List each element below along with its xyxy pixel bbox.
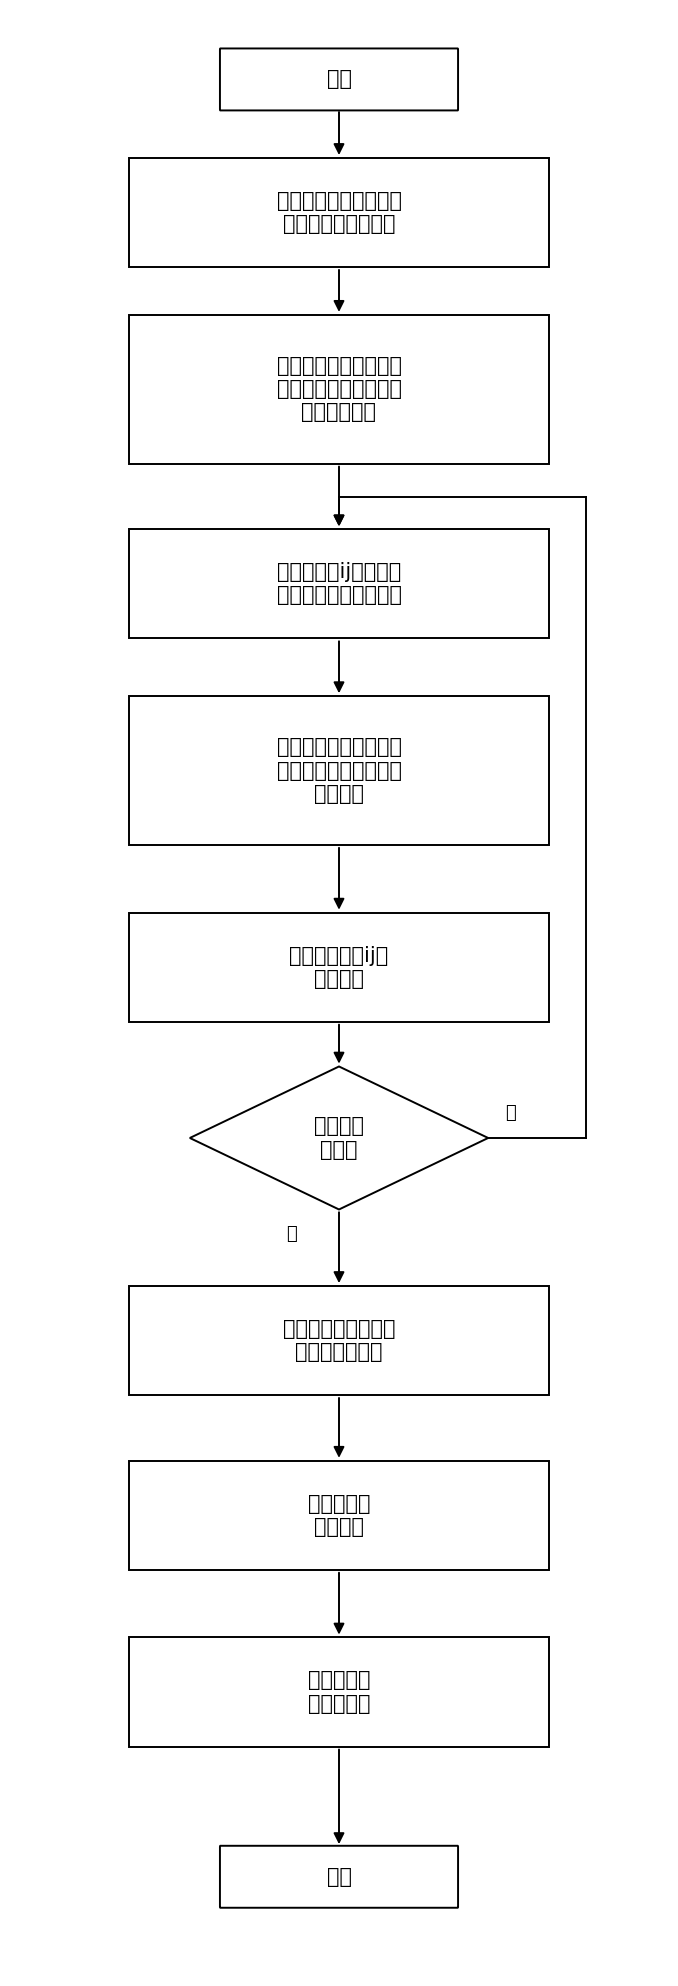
Text: 输出校正后
的图和数据: 输出校正后 的图和数据: [308, 1670, 370, 1714]
Bar: [129, 1636, 549, 1748]
Text: 是否全部
处理完: 是否全部 处理完: [314, 1116, 364, 1160]
Bar: [129, 697, 549, 846]
Bar: [129, 528, 549, 639]
Bar: [129, 314, 549, 463]
Bar: [129, 1462, 549, 1569]
FancyBboxPatch shape: [220, 1845, 458, 1909]
Text: 是: 是: [286, 1225, 297, 1243]
Text: 否: 否: [505, 1104, 516, 1122]
Text: 计算经纬度最值并重
新划分经纬网格: 计算经纬度最值并重 新划分经纬网格: [283, 1319, 395, 1362]
Text: 计算卫星位置矢量、速
度矢量在不转动地心坐
标系下的坐标: 计算卫星位置矢量、速 度矢量在不转动地心坐 标系下的坐标: [277, 355, 401, 423]
FancyBboxPatch shape: [220, 48, 458, 111]
Text: 数据投射到
校正图中: 数据投射到 校正图中: [308, 1493, 370, 1537]
Bar: [129, 914, 549, 1021]
Bar: [129, 159, 549, 266]
Text: 读入星历参数、多普勒
参数及回波信号数据: 读入星历参数、多普勒 参数及回波信号数据: [277, 191, 401, 234]
Polygon shape: [190, 1066, 488, 1209]
Text: 对像素点（ij）进行斜
距与多普勒频率的修正: 对像素点（ij）进行斜 距与多普勒频率的修正: [277, 562, 401, 606]
Text: 结束: 结束: [327, 1867, 351, 1887]
Bar: [129, 1287, 549, 1394]
Text: 开始: 开始: [327, 70, 351, 89]
Text: 求解定位方程组，得到
像素点在不转动坐标系
中的坐标: 求解定位方程组，得到 像素点在不转动坐标系 中的坐标: [277, 737, 401, 804]
Text: 计算像素点（ij）
的经纬度: 计算像素点（ij） 的经纬度: [290, 945, 388, 989]
